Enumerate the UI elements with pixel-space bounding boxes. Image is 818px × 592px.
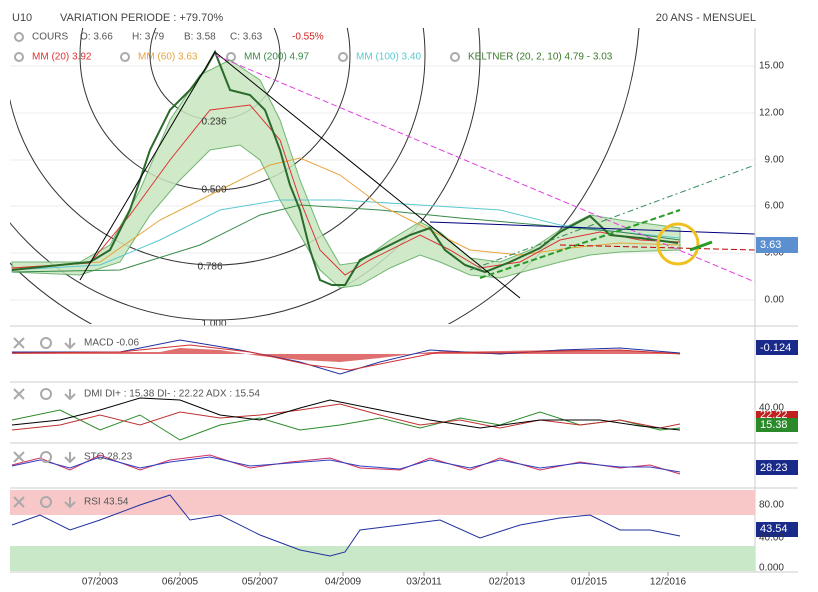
panel-value-badge: 22.22 (760, 409, 788, 421)
price-tick-label: 3.00 (765, 248, 785, 259)
price-axis: 15.00 12.00 9.00 6.00 3.00 0.00 (759, 61, 784, 306)
panel-tick-label: 80.00 (759, 500, 784, 511)
gear-icon[interactable] (338, 52, 348, 62)
date-label: 04/2009 (325, 577, 362, 588)
panel-label: MACD -0.06 (84, 338, 139, 349)
move-icon[interactable] (64, 389, 76, 401)
rsi-overbought-zone (10, 490, 755, 515)
mm60-line (11, 157, 681, 269)
move-icon[interactable] (64, 497, 76, 509)
move-icon[interactable] (64, 452, 76, 464)
date-label: 05/2007 (242, 577, 279, 588)
legend-high: H: 3.79 (132, 32, 165, 43)
gear-icon[interactable] (40, 388, 52, 400)
macd-panel: MACD -0.06 -0.124 (13, 337, 791, 354)
legend-low: B: 3.58 (184, 32, 216, 43)
period: 20 ANS - MENSUEL (656, 12, 756, 24)
macd-signal (11, 344, 681, 371)
panel-tick-label: 40.00 (759, 533, 784, 544)
close-icon[interactable] (13, 496, 25, 508)
gear-icon[interactable] (40, 496, 52, 508)
rsi-line (11, 494, 681, 557)
indicator-label: KELTNER (20, 2, 10) 4.79 - 3.03 (468, 52, 613, 63)
panel-tick-label: 40.00 (759, 403, 784, 414)
indicator-label: MM (100) 3.40 (356, 52, 421, 63)
price-line (11, 49, 679, 286)
fibonacci-labels: 0.236 0.500 0.786 1.000 (197, 117, 226, 330)
date-axis: 07/2003 06/2005 05/2007 04/2009 03/2011 02/20… (82, 572, 687, 588)
panel-value-badge: -0.124 (760, 342, 791, 354)
sto-panel: STO 28.23 28.23 (13, 451, 788, 474)
rsi-panel: RSI 43.54 80.00 40.00 0.000 43.54 (13, 496, 788, 574)
panel-label: RSI 43.54 (84, 497, 129, 508)
price-drawing (10, 28, 755, 324)
price-tick-label: 0.00 (765, 295, 785, 306)
price-tick-label: 12.00 (759, 108, 784, 119)
arrow (689, 240, 713, 252)
panel-value-badge: 15.38 (760, 419, 788, 431)
indicator-legend: MM (20) 3.92 MM (60) 3.63 MM (200) 4.97 MM … (14, 52, 613, 63)
panel-value-badge: 28.23 (760, 462, 788, 474)
move-icon[interactable] (64, 338, 76, 350)
dmi-panel: DMI DI+ : 15.38 DI- : 22.22 ADX : 15.54 4… (13, 388, 788, 431)
date-label: 06/2005 (162, 577, 199, 588)
variation: VARIATION PERIODE : +79.70% (60, 12, 223, 24)
last-price-badge (756, 237, 798, 253)
panel-tick-label: 0.000 (759, 563, 784, 574)
fib-label: 0.500 (201, 185, 226, 196)
adx (11, 397, 681, 431)
panel-label: DMI DI+ : 15.38 DI- : 22.22 ADX : 15.54 (84, 389, 260, 400)
date-label: 07/2003 (82, 577, 119, 588)
indicator-label: MM (20) 3.92 (32, 52, 92, 63)
close-icon[interactable] (13, 388, 25, 400)
gear-icon[interactable] (14, 32, 24, 42)
gear-icon[interactable] (40, 337, 52, 349)
rsi-oversold-zone (10, 546, 755, 571)
panel-value-badge: 43.54 (760, 523, 788, 535)
panel-label: STO 28.23 (84, 452, 133, 463)
date-label: 01/2015 (571, 577, 608, 588)
gear-icon[interactable] (120, 52, 130, 62)
dmi-minus (11, 403, 681, 431)
fib-label: 1.000 (201, 319, 226, 330)
legend-open: O: 3.66 (80, 32, 113, 43)
fib-label: 0.786 (197, 262, 222, 273)
date-label: 12/2016 (650, 577, 687, 588)
close-icon[interactable] (13, 337, 25, 349)
gear-icon[interactable] (40, 451, 52, 463)
indicator-label: MM (60) 3.63 (138, 52, 198, 63)
mm200-line (11, 204, 681, 273)
trendlines (79, 51, 755, 299)
date-label: 02/2013 (489, 577, 526, 588)
sto-d (11, 456, 681, 473)
price-tick-label: 15.00 (759, 61, 784, 72)
legend-cours: COURS (32, 32, 68, 43)
indicator-label: MM (200) 4.97 (244, 52, 309, 63)
highlight-circle (656, 222, 700, 266)
mm20-line (11, 104, 681, 276)
last-price: 3.63 (760, 239, 781, 251)
legend-close: C: 3.63 (230, 32, 263, 43)
date-label: 03/2011 (406, 577, 442, 588)
fib-label: 0.236 (201, 117, 226, 128)
symbol: U10 (12, 12, 32, 24)
price-tick-label: 6.00 (765, 201, 785, 212)
legend-change: -0.55% (292, 32, 324, 43)
macd-histogram (12, 348, 680, 362)
close-icon[interactable] (13, 451, 25, 463)
gear-icon[interactable] (14, 52, 24, 62)
gear-icon[interactable] (450, 52, 460, 62)
price-tick-label: 9.00 (765, 155, 785, 166)
